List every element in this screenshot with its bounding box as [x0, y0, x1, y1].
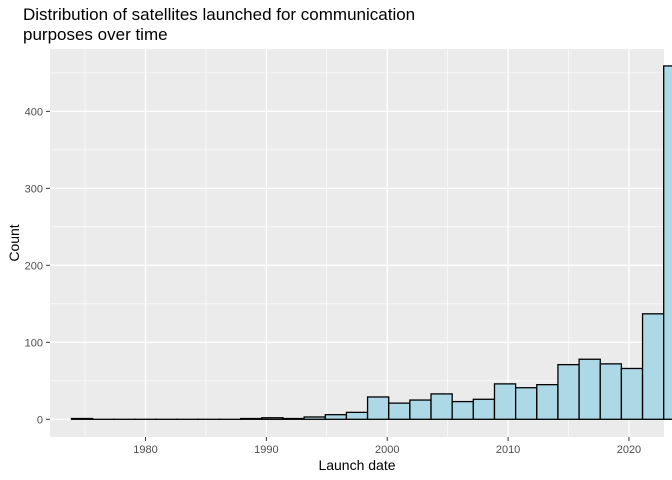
histogram-bar	[472, 398, 496, 420]
histogram-bar	[388, 402, 411, 420]
y-axis-title: Count	[6, 224, 22, 261]
histogram-bar	[324, 414, 348, 420]
histogram-bar	[282, 417, 305, 420]
histogram-bar	[70, 417, 94, 420]
x-tick-label: 2000	[375, 444, 399, 456]
y-tick-label: 100	[25, 337, 43, 349]
histogram-bar	[366, 396, 390, 420]
histogram-bar	[641, 313, 665, 420]
x-tick-label: 1980	[133, 444, 157, 456]
x-axis: 1980 1990 2000 2010 2020	[133, 437, 641, 456]
x-tick-label: 2020	[617, 444, 641, 456]
histogram-bar	[409, 399, 432, 420]
chart-title-line-1: Distribution of satellites launched for …	[23, 5, 415, 24]
histogram-bar	[451, 400, 474, 420]
x-tick-label: 2010	[496, 444, 520, 456]
histogram-bar	[599, 363, 623, 420]
histogram-bar	[557, 363, 580, 420]
histogram-bar	[514, 387, 538, 420]
histogram-bar	[663, 65, 672, 420]
histogram-bar	[493, 383, 517, 420]
y-axis: 0 100 200 300 400	[25, 106, 50, 426]
histogram-bar	[345, 411, 369, 420]
y-tick-label: 300	[25, 183, 43, 195]
y-tick-label: 400	[25, 106, 43, 118]
histogram-bar	[430, 393, 453, 420]
histogram-bars	[70, 65, 672, 420]
histogram-bar	[620, 367, 644, 420]
histogram-bar	[240, 417, 263, 420]
x-axis-title: Launch date	[318, 457, 395, 473]
chart-title-line-2: purposes over time	[23, 25, 168, 44]
minor-gridlines	[50, 49, 664, 437]
histogram-bar	[578, 358, 601, 420]
histogram-bar	[303, 416, 326, 420]
histogram-bar	[261, 417, 284, 420]
y-tick-label: 0	[37, 414, 43, 426]
histogram-bar	[536, 384, 559, 420]
x-tick-label: 1990	[254, 444, 278, 456]
y-tick-label: 200	[25, 260, 43, 272]
